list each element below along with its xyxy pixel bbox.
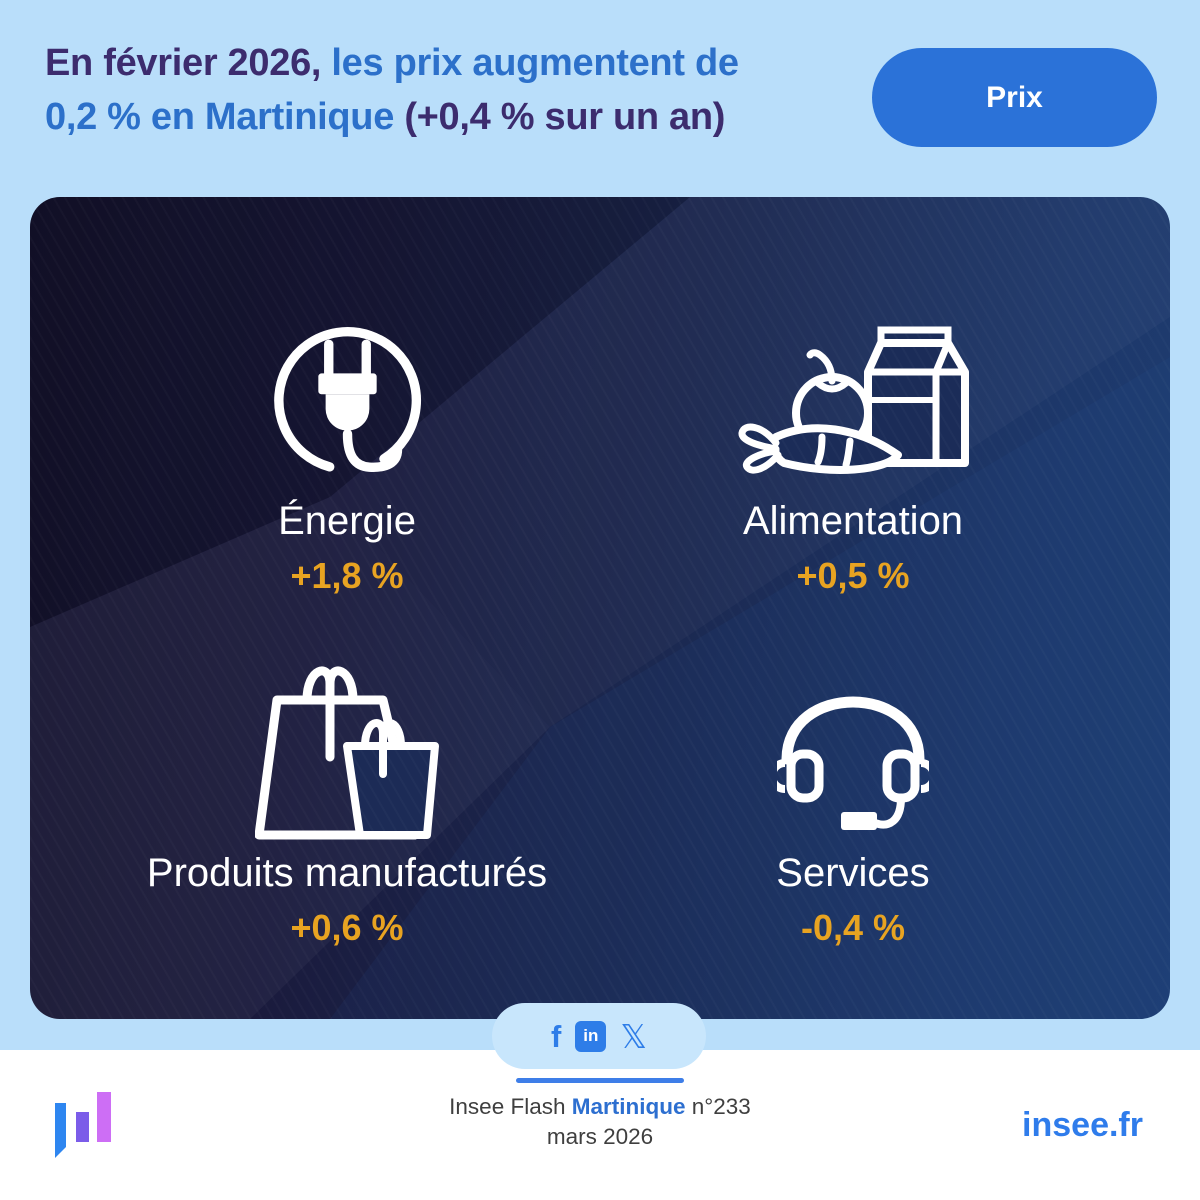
publication-region: Martinique (571, 1094, 686, 1119)
facebook-icon[interactable]: f (551, 1018, 562, 1054)
insee-website-link[interactable]: insee.fr (1022, 1106, 1143, 1144)
category-produits-manufactures: Produits manufacturés +0,6 % (62, 652, 632, 949)
footer-accent-line (516, 1078, 684, 1083)
publication-date: mars 2026 (546, 1123, 654, 1149)
publication-prefix: Insee Flash (449, 1094, 572, 1119)
category-value: -0,4 % (800, 907, 906, 948)
insee-logo (55, 1092, 111, 1158)
linkedin-icon[interactable]: in (575, 1020, 607, 1052)
category-label: Énergie (278, 499, 416, 543)
category-energie: Énergie +1,8 % (62, 300, 632, 597)
category-alimentation: Alimentation +0,5 % (568, 300, 1138, 597)
shopping-bags-icon (254, 666, 439, 840)
plug-icon (273, 326, 421, 472)
title-segment: les prix augmentent de (331, 42, 739, 84)
theme-tag-prix: Prix (872, 48, 1157, 147)
card-facet-decoration (30, 197, 1170, 1019)
category-label: Services (776, 851, 930, 895)
category-value: +0,6 % (290, 907, 404, 948)
category-label: Produits manufacturés (146, 851, 548, 895)
headset-icon (777, 696, 929, 830)
theme-tag-label: Prix (986, 80, 1043, 114)
category-label: Alimentation (742, 499, 964, 543)
category-value: +1,8 % (290, 555, 404, 596)
statistics-card: Énergie +1,8 % (30, 197, 1170, 1019)
page-title: En février 2026, les prix augmentent de 0… (45, 36, 875, 145)
category-value: +0,5 % (796, 555, 910, 596)
title-segment: (+0,4 % sur un an) (404, 96, 726, 139)
publication-reference: Insee Flash Martinique n°233 mars 2026 (400, 1092, 800, 1151)
category-services: Services -0,4 % (568, 652, 1138, 949)
social-share-tab: f in 𝕏 (492, 1003, 706, 1069)
publication-number: n°233 (685, 1094, 751, 1119)
x-twitter-icon[interactable]: 𝕏 (620, 1017, 647, 1055)
title-segment: 0,2 % en Martinique (45, 96, 405, 139)
food-icon (738, 326, 969, 474)
title-segment: En février 2026, (45, 42, 332, 84)
